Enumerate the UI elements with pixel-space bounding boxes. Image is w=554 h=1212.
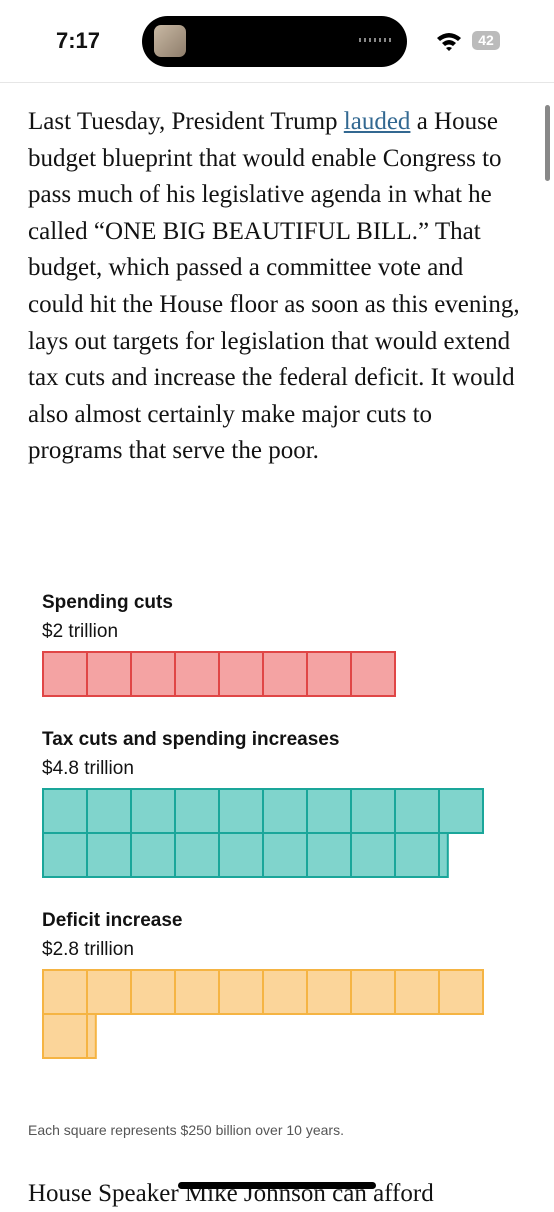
waffle-square	[86, 788, 132, 834]
home-indicator	[178, 1182, 376, 1189]
waffle-square	[394, 832, 440, 878]
waffle-square	[42, 651, 88, 697]
item-label: Deficit increase	[42, 910, 183, 931]
waffle-square	[130, 832, 176, 878]
media-thumbnail	[154, 25, 186, 57]
waffle-square	[306, 651, 352, 697]
waffle-graphic: Spending cuts $2 trillion Tax cuts and spe…	[42, 590, 522, 1089]
item-value: $2.8 trillion	[42, 939, 134, 960]
waffle	[42, 788, 484, 878]
waffle-square	[86, 832, 132, 878]
waffle-square	[42, 1013, 88, 1059]
waffle-square	[350, 788, 396, 834]
article-paragraph: Last Tuesday, President Trump lauded a H…	[28, 104, 522, 470]
waffle-item: Tax cuts and spending increases $4.8 tril…	[42, 727, 522, 878]
waffle-square	[350, 832, 396, 878]
waffle-square	[86, 651, 132, 697]
waffle-square	[394, 969, 440, 1015]
item-value: $2 trillion	[42, 621, 119, 642]
waffle-square	[174, 651, 220, 697]
waffle-square	[350, 969, 396, 1015]
waffle-square	[218, 969, 264, 1015]
waffle-square	[394, 788, 440, 834]
text: Last Tuesday, President Trump	[28, 108, 344, 135]
waffle-square	[262, 832, 308, 878]
waffle-square	[130, 651, 176, 697]
text: a House budget blueprint that would enab…	[28, 108, 520, 465]
waffle-square	[218, 788, 264, 834]
waffle-square	[86, 969, 132, 1015]
waffle-square	[130, 788, 176, 834]
clock: 7:17	[56, 28, 101, 53]
waffle-square	[86, 1013, 97, 1059]
waffle-square	[174, 832, 220, 878]
waffle-square	[42, 832, 88, 878]
wifi-icon	[437, 33, 461, 51]
item-label: Tax cuts and spending increases	[42, 729, 340, 750]
graphic-note: Each square represents $250 billion over…	[28, 1122, 344, 1138]
waffle-square	[130, 969, 176, 1015]
waffle-square	[306, 788, 352, 834]
link[interactable]: lauded	[343, 108, 411, 135]
battery: 42	[472, 31, 500, 50]
waffle-square	[306, 969, 352, 1015]
waffle-square	[174, 788, 220, 834]
waffle-square	[438, 969, 484, 1015]
status-bar: 7:17 42	[0, 0, 554, 83]
waffle-square	[262, 788, 308, 834]
item-value: $4.8 trillion	[42, 758, 134, 779]
waffle-square	[350, 651, 396, 697]
waffle-square	[262, 969, 308, 1015]
waffle	[42, 969, 484, 1059]
waffle-square	[42, 788, 88, 834]
item-label: Spending cuts	[42, 592, 173, 613]
waffle-item: Spending cuts $2 trillion	[42, 590, 522, 697]
waffle-square	[174, 969, 220, 1015]
waffle-square	[262, 651, 308, 697]
scrollbar[interactable]	[545, 105, 550, 181]
waffle-square	[42, 969, 88, 1015]
waffle-square	[306, 832, 352, 878]
waffle-square	[438, 832, 449, 878]
waffle	[42, 651, 396, 697]
waffle-square	[218, 651, 264, 697]
audio-indicator	[359, 38, 393, 42]
waffle-item: Deficit increase $2.8 trillion	[42, 908, 522, 1059]
waffle-square	[218, 832, 264, 878]
dynamic-island[interactable]	[142, 16, 407, 67]
waffle-square	[438, 788, 484, 834]
